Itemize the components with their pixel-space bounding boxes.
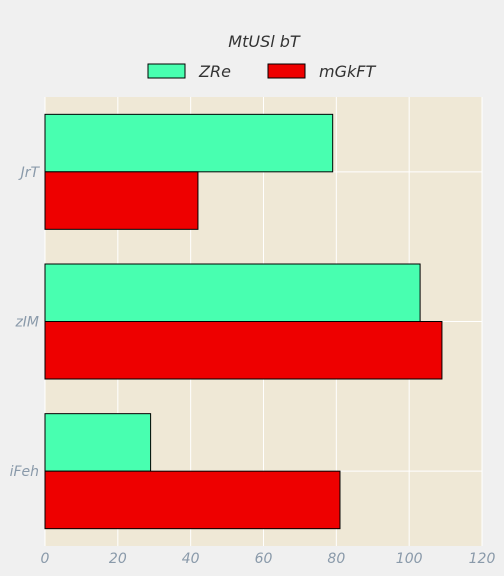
legend-title: MtUSl bT [228, 32, 301, 51]
bar-ZRe-zIM [44, 263, 421, 322]
bar-mGkFT-iFeh [44, 470, 341, 530]
x-tick-label: 60 [255, 551, 273, 567]
y-tick-label: iFeh [10, 464, 39, 480]
legend-swatch-ZRe [147, 63, 186, 79]
bar-mGkFT-JrT [44, 171, 199, 230]
x-tick-label: 40 [182, 551, 200, 567]
x-tick-label: 20 [109, 551, 127, 567]
legend-label-ZRe: ZRe [198, 62, 231, 81]
plot-area: 0 20 40 60 80 100 120 JrT zIM iFeh [10, 97, 496, 567]
y-tick-label: zIM [14, 315, 39, 331]
bar-ZRe-iFeh [44, 413, 152, 472]
bar-ZRe-JrT [44, 113, 334, 173]
y-tick-label: JrT [18, 165, 41, 181]
legend: MtUSl bT ZRe mGkFT [147, 32, 376, 81]
x-tick-label: 0 [41, 551, 50, 567]
x-tick-label: 80 [327, 551, 345, 567]
x-tick-label: 120 [469, 551, 496, 567]
bar-mGkFT-zIM [44, 321, 443, 380]
legend-swatch-mGkFT [267, 63, 306, 79]
legend-label-mGkFT: mGkFT [319, 62, 376, 81]
x-tick-label: 100 [396, 551, 423, 567]
